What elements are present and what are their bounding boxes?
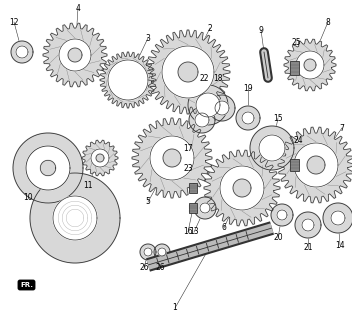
Text: 21: 21 [303, 244, 313, 252]
Polygon shape [40, 160, 56, 176]
Polygon shape [11, 41, 33, 63]
Polygon shape [140, 244, 156, 260]
Text: 17: 17 [183, 143, 193, 153]
Polygon shape [163, 149, 181, 167]
Polygon shape [188, 85, 228, 125]
Text: 10: 10 [23, 194, 33, 203]
Polygon shape [204, 150, 280, 226]
Polygon shape [304, 59, 316, 71]
Text: 2: 2 [208, 23, 212, 33]
Polygon shape [13, 133, 83, 203]
Text: 25: 25 [291, 37, 301, 46]
Polygon shape [82, 140, 118, 176]
Polygon shape [323, 203, 352, 233]
Polygon shape [158, 248, 166, 256]
Polygon shape [220, 166, 264, 210]
Polygon shape [195, 113, 209, 127]
Polygon shape [296, 51, 324, 79]
Text: 16: 16 [183, 228, 193, 236]
Text: 20: 20 [273, 234, 283, 243]
Polygon shape [178, 62, 198, 82]
Polygon shape [16, 46, 28, 58]
Text: 6: 6 [221, 223, 226, 233]
Polygon shape [144, 248, 152, 256]
Text: 22: 22 [199, 74, 209, 83]
Polygon shape [200, 203, 210, 213]
Bar [289, 61, 298, 75]
Polygon shape [233, 179, 251, 197]
Text: 3: 3 [146, 34, 150, 43]
Polygon shape [132, 118, 212, 198]
Polygon shape [100, 52, 156, 108]
Polygon shape [154, 244, 170, 260]
Polygon shape [162, 46, 214, 98]
Polygon shape [302, 219, 314, 231]
Text: 19: 19 [243, 84, 253, 92]
Polygon shape [196, 93, 220, 117]
Text: 7: 7 [340, 124, 345, 132]
Polygon shape [271, 204, 293, 226]
Polygon shape [108, 60, 148, 100]
Text: 5: 5 [146, 197, 150, 206]
Text: 12: 12 [9, 18, 19, 27]
Bar [189, 183, 197, 193]
Polygon shape [53, 196, 97, 240]
Polygon shape [96, 154, 104, 162]
Text: 4: 4 [76, 4, 81, 12]
Polygon shape [91, 149, 109, 167]
Text: 14: 14 [335, 241, 345, 250]
Polygon shape [150, 136, 194, 180]
Text: 1: 1 [172, 303, 177, 313]
Text: 26: 26 [139, 263, 149, 273]
Polygon shape [295, 212, 321, 238]
Text: 15: 15 [273, 114, 283, 123]
Text: 13: 13 [189, 228, 199, 236]
Polygon shape [189, 107, 215, 133]
Text: 23: 23 [183, 164, 193, 172]
Polygon shape [294, 143, 338, 187]
Polygon shape [26, 146, 70, 190]
Polygon shape [30, 173, 120, 263]
Bar [189, 203, 197, 213]
Polygon shape [242, 112, 254, 124]
Polygon shape [59, 39, 91, 71]
Polygon shape [209, 95, 235, 121]
Text: 18: 18 [213, 74, 223, 83]
Polygon shape [277, 210, 287, 220]
Text: 8: 8 [326, 18, 331, 27]
Text: FR.: FR. [20, 282, 33, 288]
Text: 11: 11 [83, 180, 93, 189]
Text: 26: 26 [155, 263, 165, 273]
Polygon shape [215, 101, 229, 115]
Polygon shape [278, 127, 352, 203]
Polygon shape [250, 126, 294, 170]
Bar [289, 159, 298, 171]
Polygon shape [331, 211, 345, 225]
Polygon shape [146, 30, 230, 114]
Text: 9: 9 [259, 26, 263, 35]
Polygon shape [284, 39, 336, 91]
Polygon shape [236, 106, 260, 130]
Polygon shape [307, 156, 325, 174]
Polygon shape [68, 48, 82, 62]
Polygon shape [194, 197, 216, 219]
Text: 24: 24 [293, 135, 303, 145]
Polygon shape [43, 23, 107, 87]
Polygon shape [259, 135, 285, 161]
